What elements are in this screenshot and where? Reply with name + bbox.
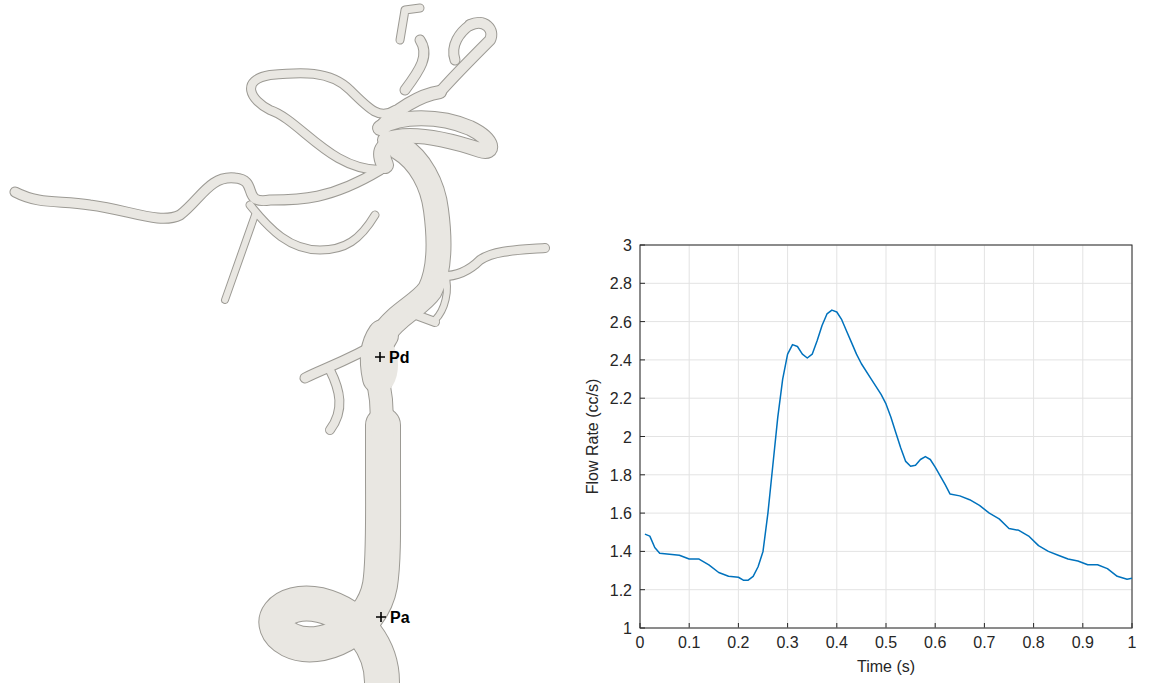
x-tick-label: 0.5 — [875, 634, 897, 651]
y-axis-title: Flow Rate (cc/s) — [584, 379, 601, 495]
grid-line — [640, 321, 1132, 322]
grid-line — [640, 513, 1132, 514]
grid-line — [640, 398, 1132, 399]
tick-mark — [640, 398, 645, 399]
flow-line — [645, 310, 1132, 580]
vessel-outline — [400, 8, 420, 40]
vessel-outline — [250, 205, 375, 250]
vessel — [380, 118, 490, 151]
vessel-outline — [330, 370, 339, 430]
tick-mark — [640, 513, 645, 514]
tick-mark — [886, 623, 887, 628]
tick-mark — [640, 589, 645, 590]
y-tick-label: 2.8 — [610, 275, 632, 292]
x-tick-label: 0.2 — [727, 634, 749, 651]
marks — [645, 310, 1132, 580]
tick-mark — [787, 623, 788, 628]
tick-mark — [836, 623, 837, 628]
vessel — [330, 370, 339, 430]
tick-mark — [1033, 623, 1034, 628]
y-tick-label: 2.6 — [610, 314, 632, 331]
x-tick-label: 0.9 — [1072, 634, 1094, 651]
vessel — [440, 23, 491, 92]
vessel — [383, 148, 438, 335]
tick-mark — [640, 321, 645, 322]
tick-mark — [738, 623, 739, 628]
vessel-outline — [454, 25, 470, 60]
vessel — [15, 170, 380, 218]
vessel-outline — [276, 425, 383, 682]
vessel — [382, 145, 400, 165]
y-tick-label: 2.2 — [610, 390, 632, 407]
vessel — [276, 425, 383, 682]
x-tick-label: 0.1 — [678, 634, 700, 651]
vessel — [225, 215, 255, 300]
tick-mark — [640, 283, 645, 284]
tick-mark — [640, 359, 645, 360]
grid-line — [640, 589, 1132, 590]
vessel-outline — [15, 170, 380, 218]
y-tick-label: 3 — [623, 237, 632, 254]
x-tick-label: 0.7 — [973, 634, 995, 651]
vessel-outline — [440, 23, 491, 92]
y-tick-label: 2.4 — [610, 352, 632, 369]
tick-mark — [640, 551, 645, 552]
figure: Pd Pa 0 0.1 0.2 0.3 0.4 0.5 0.6 0.7 0.8 0.9 1 1 1.2 1.4… — [0, 0, 1149, 683]
vessel-outline — [251, 73, 395, 170]
grid-line — [640, 283, 1132, 284]
tick-mark — [640, 436, 645, 437]
vessel-outline — [383, 148, 438, 335]
point-label: Pd — [389, 349, 409, 366]
y-tick-label: 1.2 — [610, 582, 632, 599]
tick-mark — [935, 623, 936, 628]
x-tick-label: 0.8 — [1022, 634, 1044, 651]
vessel — [408, 312, 435, 322]
grid-line — [640, 359, 1132, 360]
grid-line — [640, 474, 1132, 475]
vessel — [454, 25, 470, 60]
grid-line — [640, 551, 1132, 552]
tick-mark — [984, 623, 985, 628]
vessel — [251, 73, 395, 170]
point-marker — [376, 612, 386, 622]
vessel-illustration: Pd Pa — [15, 8, 545, 682]
chart: 0 0.1 0.2 0.3 0.4 0.5 0.6 0.7 0.8 0.9 1 1 1.2 1.4 1.6 1… — [584, 237, 1137, 675]
grid-line — [640, 436, 1132, 437]
point-label: Pa — [390, 609, 410, 626]
y-tick-label: 2 — [623, 429, 632, 446]
plot-background — [640, 245, 1132, 628]
y-tick-label: 1.6 — [610, 505, 632, 522]
vessel — [405, 40, 424, 90]
x-tick-label: 0.4 — [826, 634, 848, 651]
x-tick-label: 0.3 — [776, 634, 798, 651]
x-tick-label: 1 — [1128, 634, 1137, 651]
x-tick-label: 0.6 — [924, 634, 946, 651]
y-tick-label: 1 — [623, 620, 632, 637]
y-tick-label: 1.4 — [610, 543, 632, 560]
tick-mark — [1082, 623, 1083, 628]
y-tick-label: 1.8 — [610, 467, 632, 484]
x-axis-title: Time (s) — [857, 658, 915, 675]
tick-mark — [640, 474, 645, 475]
vessel — [400, 8, 420, 40]
tick-mark — [689, 623, 690, 628]
vessel-outline — [225, 215, 255, 300]
x-tick-label: 0 — [636, 634, 645, 651]
point-marker — [375, 352, 385, 362]
vessel — [250, 205, 375, 250]
vessel-outline — [405, 40, 424, 90]
vessel — [430, 248, 545, 276]
vessel — [435, 275, 447, 320]
plot-frame — [640, 245, 1132, 628]
